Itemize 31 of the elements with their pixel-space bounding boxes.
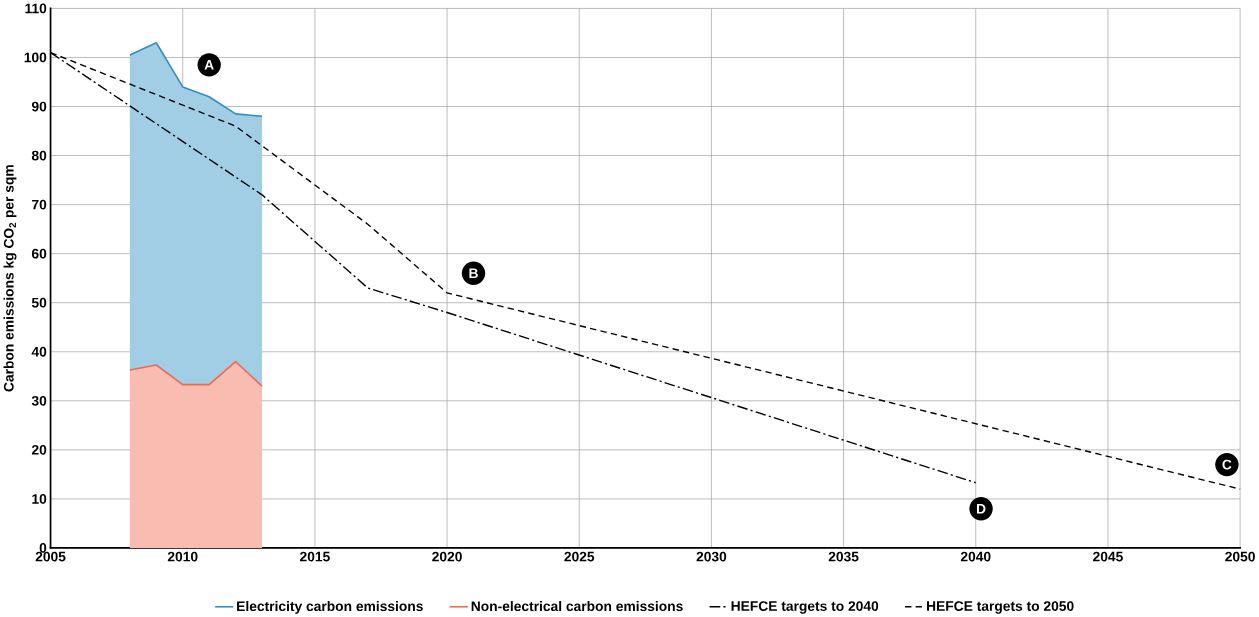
x-tick-label: 2020	[432, 551, 462, 562]
y-tick-label: 50	[31, 297, 47, 308]
x-tick-label: 2010	[167, 551, 198, 562]
y-tick-label: 60	[31, 248, 47, 259]
y-tick-label: 100	[24, 52, 47, 63]
y-tick-label: 70	[32, 199, 47, 210]
x-tick-label: 2045	[1093, 551, 1123, 562]
x-tick-label: 2050	[1225, 551, 1255, 562]
y-tick-label: 30	[31, 395, 47, 406]
y-tick-label: 10	[32, 494, 47, 504]
legend-label: HEFCE targets to 2040	[731, 601, 879, 614]
annotation: C	[1222, 459, 1232, 470]
y-tick-label: 90	[31, 101, 47, 112]
x-tick-label: 2040	[960, 551, 991, 562]
x-tick-label: 2025	[564, 551, 595, 562]
legend-label: HEFCE targets to 2050	[927, 601, 1074, 614]
y-tick-label: 110	[25, 3, 47, 14]
x-tick-label: 2015	[300, 551, 330, 562]
annotation: A	[204, 60, 214, 70]
legend-label: Non-electrical carbon emissions	[471, 601, 683, 612]
x-tick-label: 2030	[696, 551, 727, 562]
x-tick-label: 2005	[35, 551, 66, 562]
annotation: B	[469, 268, 478, 279]
legend-label: Electricity carbon emissions	[237, 601, 423, 614]
annotation: D	[976, 504, 986, 514]
x-tick-label: 2035	[828, 551, 859, 562]
y-tick-label: 40	[31, 346, 47, 357]
y-axis-title: Carbon emissions kg CO$_{2}$ per sqm	[3, 165, 17, 392]
y-tick-label: 0	[39, 543, 47, 553]
y-tick-label: 20	[31, 445, 47, 455]
y-tick-label: 80	[31, 150, 47, 161]
